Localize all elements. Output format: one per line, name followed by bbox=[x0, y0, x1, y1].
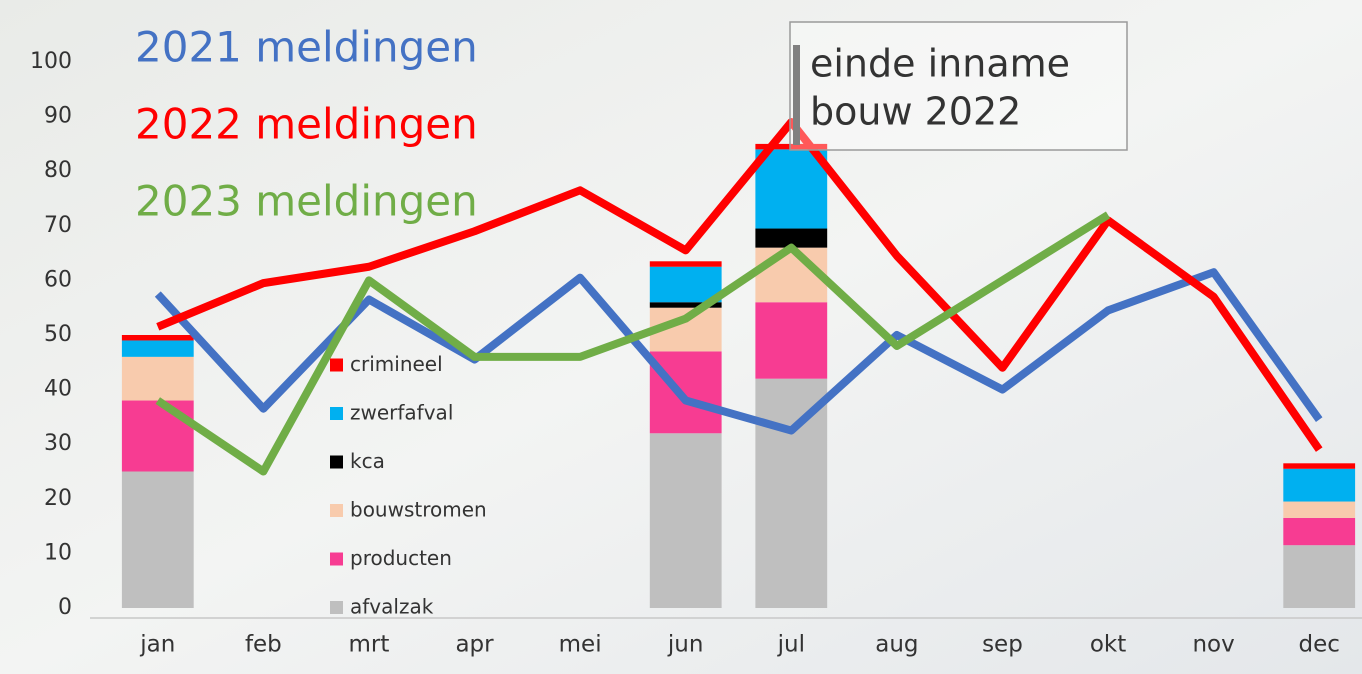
annotation-marker bbox=[793, 45, 800, 145]
legend-swatch bbox=[330, 601, 343, 614]
x-tick-label: sep bbox=[982, 632, 1023, 658]
legend-label: kca bbox=[350, 449, 385, 473]
y-tick-label: 60 bbox=[44, 267, 72, 292]
bar-segment bbox=[122, 401, 194, 472]
annotation-text: einde inname bbox=[810, 42, 1070, 86]
bar-segment bbox=[122, 472, 194, 609]
x-tick-label: jun bbox=[667, 632, 704, 658]
y-tick-label: 50 bbox=[44, 322, 72, 347]
bar-segment bbox=[1283, 502, 1355, 518]
x-tick-label: jul bbox=[777, 632, 805, 658]
legend-swatch bbox=[330, 504, 343, 517]
bar-segment bbox=[1283, 545, 1355, 608]
legend-label: zwerfafval bbox=[350, 401, 453, 425]
y-tick-label: 0 bbox=[58, 595, 72, 620]
legend-swatch bbox=[330, 553, 343, 566]
legend-swatch bbox=[330, 359, 343, 372]
legend-label: crimineel bbox=[350, 352, 443, 376]
legend-label: bouwstromen bbox=[350, 498, 487, 522]
bar-segment bbox=[1283, 469, 1355, 502]
x-tick-label: feb bbox=[245, 632, 282, 658]
legend-swatch bbox=[330, 456, 343, 469]
page: einde inname bouw 2022 0 10 20 30 40 50 60 70 80… bbox=[0, 0, 1362, 674]
x-tick-label: mei bbox=[559, 632, 602, 658]
x-tick-label: aug bbox=[875, 632, 918, 658]
bar-segment bbox=[650, 351, 722, 433]
legend-swatch bbox=[330, 407, 343, 420]
line-legend-label: 2021 meldingen bbox=[135, 23, 478, 72]
x-tick-label: dec bbox=[1299, 632, 1340, 658]
bar-segment bbox=[1283, 518, 1355, 545]
x-tick-label: okt bbox=[1090, 632, 1126, 658]
y-tick-label: 10 bbox=[44, 540, 72, 565]
annotation-text: bouw 2022 bbox=[810, 90, 1021, 134]
y-tick-label: 80 bbox=[44, 158, 72, 183]
line-legend-label: 2022 meldingen bbox=[135, 100, 478, 149]
y-tick-label: 100 bbox=[30, 49, 72, 74]
y-tick-label: 40 bbox=[44, 377, 72, 402]
bar-segment bbox=[755, 302, 827, 378]
bar-segment bbox=[650, 261, 722, 266]
bar-segment bbox=[122, 357, 194, 401]
y-tick-label: 20 bbox=[44, 486, 72, 511]
y-tick-label: 90 bbox=[44, 104, 72, 129]
chart: einde inname bouw 2022 0 10 20 30 40 50 60 70 80… bbox=[0, 0, 1362, 674]
x-tick-label: mrt bbox=[349, 632, 390, 658]
x-tick-label: apr bbox=[455, 632, 494, 658]
bar-segment bbox=[755, 149, 827, 228]
bar-segment bbox=[122, 335, 194, 340]
legend-label: afvalzak bbox=[350, 595, 434, 619]
y-tick-label: 70 bbox=[44, 213, 72, 238]
x-tick-label: nov bbox=[1192, 632, 1234, 658]
legend-label: producten bbox=[350, 546, 452, 570]
line-legend-label: 2023 meldingen bbox=[135, 177, 478, 226]
bar-segment bbox=[1283, 463, 1355, 468]
bar-segment bbox=[122, 340, 194, 356]
bar-segment bbox=[650, 433, 722, 608]
y-tick-label: 30 bbox=[44, 431, 72, 456]
x-tick-label: jan bbox=[139, 632, 175, 658]
